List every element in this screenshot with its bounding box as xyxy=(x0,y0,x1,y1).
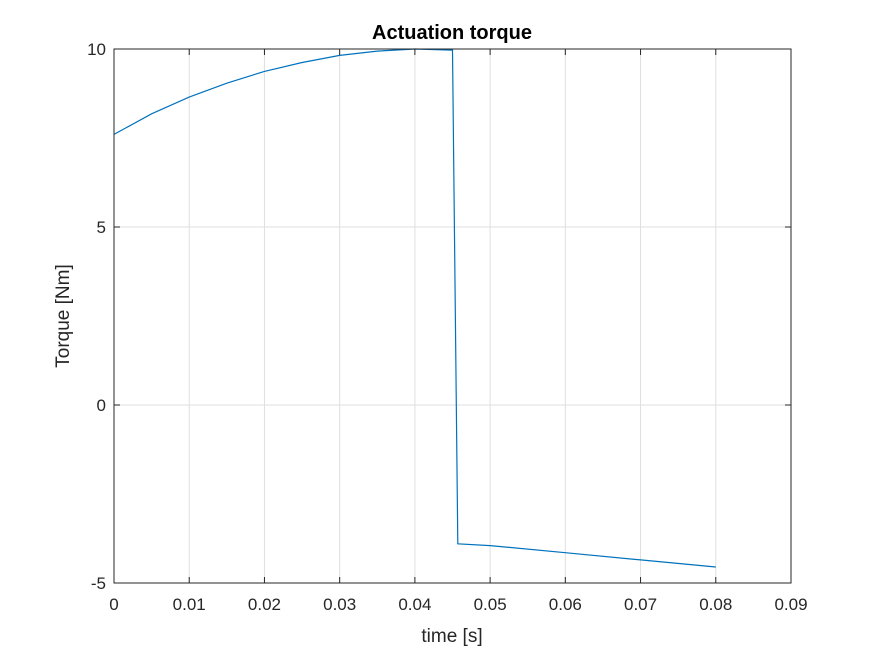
plot-area xyxy=(113,48,792,584)
plot-frame xyxy=(113,48,792,584)
y-tick-label: -5 xyxy=(91,574,106,593)
tick-layer: 0 0.01 0.02 0.03 0.04 0.05 0.06 0.07 0.08 0.09-50… xyxy=(87,40,807,614)
x-tick-label: 0.04 xyxy=(398,595,431,614)
x-tick-label: 0 xyxy=(109,595,118,614)
series-layer xyxy=(113,48,716,568)
x-axis-label: time [s] xyxy=(421,626,482,647)
series-line xyxy=(113,48,716,568)
x-tick-label: 0.02 xyxy=(248,595,281,614)
x-tick-label: 0.01 xyxy=(173,595,206,614)
y-tick-label: 0 xyxy=(97,396,106,415)
y-tick-label: 5 xyxy=(97,218,106,237)
x-tick-label: 0.03 xyxy=(323,595,356,614)
x-tick-label: 0.09 xyxy=(774,595,807,614)
y-axis-label: Torque [Nm] xyxy=(53,264,74,367)
x-tick-label: 0.08 xyxy=(699,595,732,614)
chart-title: Actuation torque xyxy=(372,22,532,44)
y-tick-label: 10 xyxy=(87,40,106,59)
x-tick-label: 0.07 xyxy=(624,595,657,614)
x-tick-label: 0.06 xyxy=(549,595,582,614)
x-tick-label: 0.05 xyxy=(474,595,507,614)
